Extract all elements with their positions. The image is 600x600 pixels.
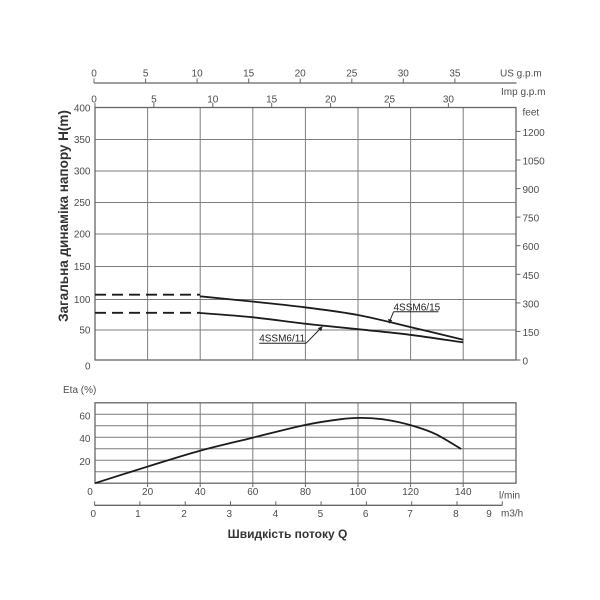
svg-text:1: 1 — [135, 509, 141, 520]
svg-text:7: 7 — [407, 509, 413, 520]
svg-text:5: 5 — [151, 95, 157, 106]
svg-text:300: 300 — [523, 299, 540, 310]
svg-text:0: 0 — [85, 362, 91, 373]
svg-text:20: 20 — [325, 95, 337, 106]
svg-text:20: 20 — [142, 487, 154, 498]
svg-text:60: 60 — [247, 487, 259, 498]
svg-text:9: 9 — [486, 509, 492, 520]
svg-text:10: 10 — [207, 95, 219, 106]
svg-text:400: 400 — [74, 104, 91, 115]
svg-text:60: 60 — [79, 411, 91, 422]
svg-text:25: 25 — [346, 69, 358, 80]
svg-text:0: 0 — [91, 69, 97, 80]
svg-text:40: 40 — [79, 434, 91, 445]
svg-text:600: 600 — [523, 242, 540, 253]
svg-text:5: 5 — [143, 69, 149, 80]
svg-text:Eta (%): Eta (%) — [63, 385, 96, 396]
svg-text:100: 100 — [74, 295, 91, 306]
svg-text:0: 0 — [91, 95, 97, 106]
svg-text:10: 10 — [192, 69, 204, 80]
svg-text:750: 750 — [523, 214, 540, 225]
svg-text:30: 30 — [443, 95, 455, 106]
svg-text:20: 20 — [295, 69, 307, 80]
svg-text:5: 5 — [318, 509, 324, 520]
svg-text:35: 35 — [449, 69, 461, 80]
svg-text:1200: 1200 — [523, 128, 546, 139]
svg-text:350: 350 — [74, 135, 91, 146]
svg-text:0: 0 — [91, 509, 97, 520]
svg-text:m3/h: m3/h — [501, 509, 523, 520]
svg-text:3: 3 — [227, 509, 233, 520]
svg-text:100: 100 — [350, 487, 367, 498]
svg-text:Imp g.p.m: Imp g.p.m — [501, 87, 545, 98]
svg-text:15: 15 — [243, 69, 255, 80]
svg-text:feet: feet — [523, 108, 540, 119]
svg-text:140: 140 — [455, 487, 472, 498]
svg-text:120: 120 — [402, 487, 419, 498]
svg-text:1050: 1050 — [523, 157, 546, 168]
svg-text:4: 4 — [273, 509, 279, 520]
svg-text:80: 80 — [300, 487, 312, 498]
svg-text:150: 150 — [74, 262, 91, 273]
svg-text:US g.p.m: US g.p.m — [500, 69, 542, 80]
svg-text:200: 200 — [74, 230, 91, 241]
svg-text:900: 900 — [523, 185, 540, 196]
svg-text:20: 20 — [79, 457, 91, 468]
svg-text:15: 15 — [266, 95, 278, 106]
svg-text:Швидкість потоку Q: Швидкість потоку Q — [228, 527, 348, 541]
svg-text:0: 0 — [87, 487, 93, 498]
svg-text:150: 150 — [523, 328, 540, 339]
svg-text:250: 250 — [74, 198, 91, 209]
svg-text:30: 30 — [398, 69, 410, 80]
svg-text:4SSM6/15: 4SSM6/15 — [394, 303, 441, 314]
svg-text:450: 450 — [523, 271, 540, 282]
svg-text:Загальна динаміка напору H(m): Загальна динаміка напору H(m) — [56, 110, 71, 322]
svg-text:300: 300 — [74, 167, 91, 178]
svg-text:l/min: l/min — [499, 491, 520, 502]
svg-text:4SSM6/11: 4SSM6/11 — [259, 334, 305, 345]
svg-text:6: 6 — [363, 509, 369, 520]
svg-text:2: 2 — [181, 509, 187, 520]
svg-text:40: 40 — [195, 487, 207, 498]
svg-text:50: 50 — [79, 326, 91, 337]
svg-text:25: 25 — [384, 95, 396, 106]
svg-text:8: 8 — [453, 509, 459, 520]
svg-text:0: 0 — [523, 357, 529, 368]
